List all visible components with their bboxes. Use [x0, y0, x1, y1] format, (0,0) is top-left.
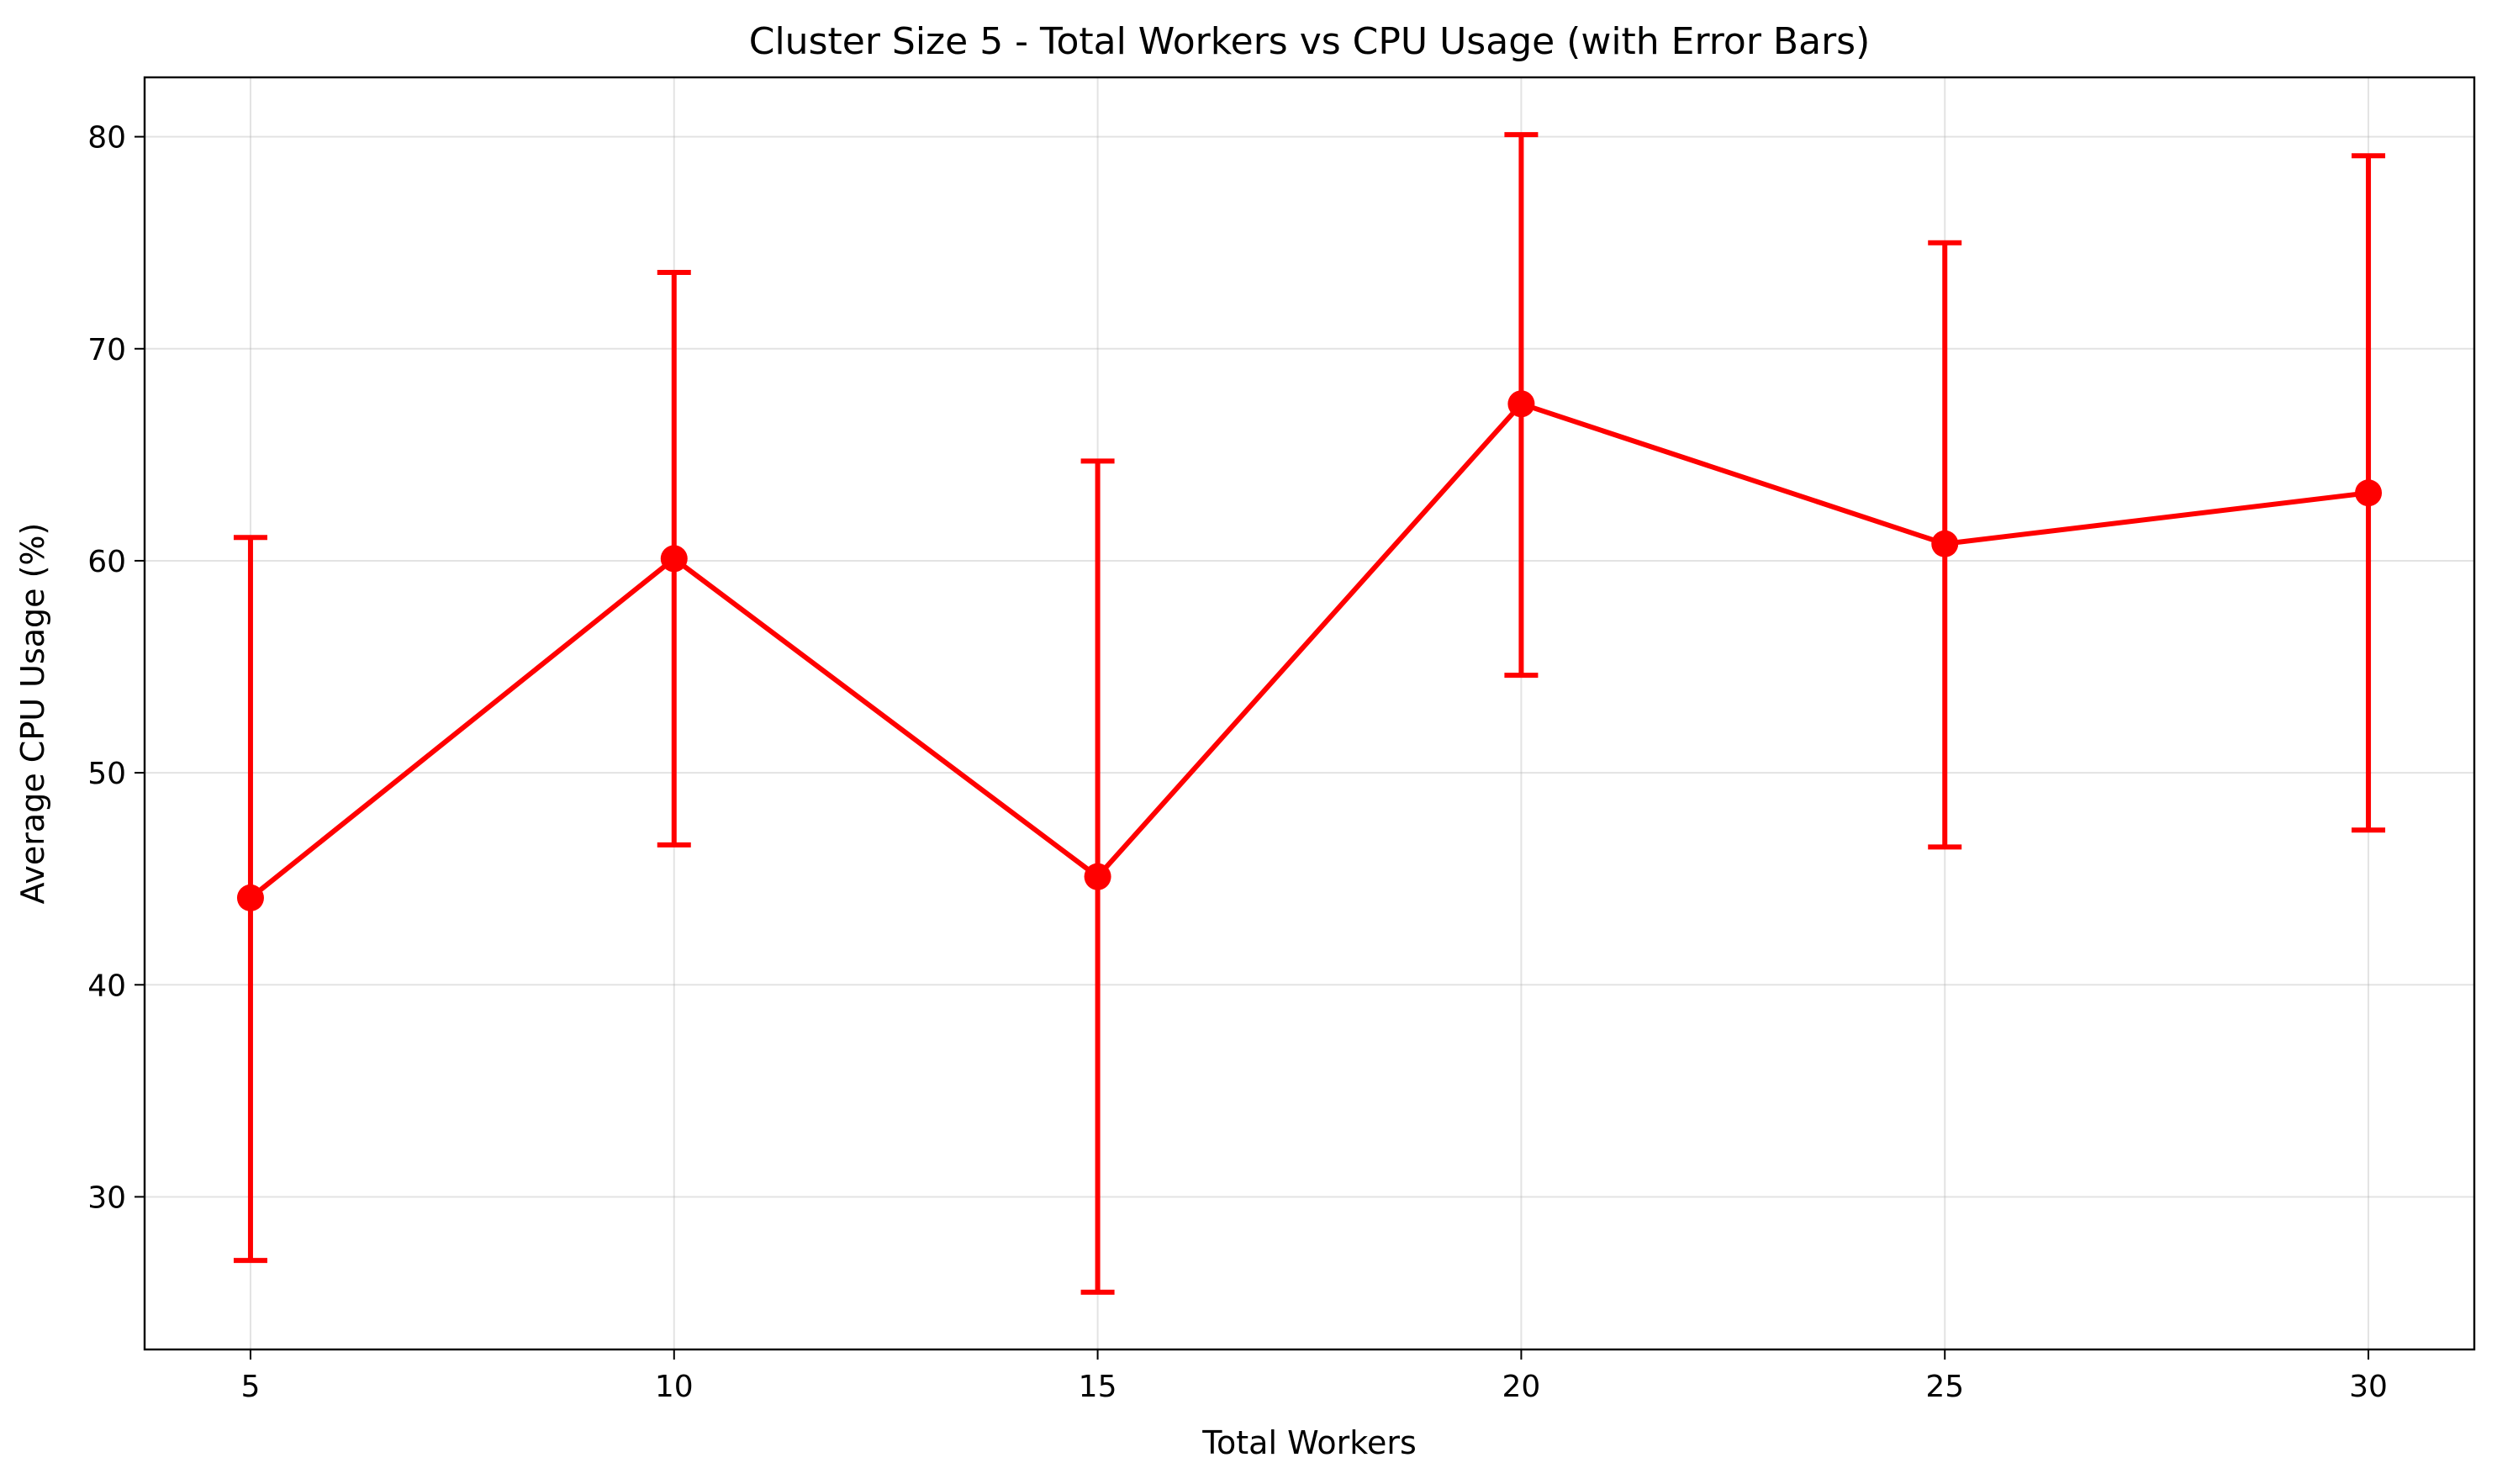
plot-frame — [143, 76, 2476, 1351]
x-tick-label: 5 — [241, 1370, 261, 1404]
y-tick-label: 30 — [87, 1180, 126, 1215]
x-tick-label: 15 — [1079, 1370, 1117, 1404]
y-axis-title: Average CPU Usage (%) — [14, 523, 51, 905]
x-tick-label: 25 — [1925, 1370, 1964, 1404]
y-tick-label: 40 — [87, 969, 126, 1003]
y-tick-label: 60 — [87, 545, 126, 579]
data-point — [660, 545, 688, 573]
data-point — [1084, 863, 1111, 890]
y-tick-label: 80 — [87, 121, 126, 156]
x-tick-label: 30 — [2349, 1370, 2388, 1404]
x-tick-label: 20 — [1502, 1370, 1541, 1404]
chart-title: Cluster Size 5 - Total Workers vs CPU Us… — [749, 20, 1871, 63]
x-tick-label: 10 — [655, 1370, 694, 1404]
series-line — [249, 401, 2369, 900]
x-axis-title: Total Workers — [1201, 1424, 1417, 1461]
grid-lines — [145, 77, 2474, 1349]
data-point — [236, 884, 264, 911]
axis-ticks: 5 10 15 20 25 30 30 40 50 60 70 80 — [87, 121, 2388, 1404]
y-tick-label: 70 — [87, 333, 126, 367]
data-marks — [233, 132, 2386, 1295]
data-point — [1931, 530, 1959, 557]
data-point — [2355, 479, 2383, 507]
y-tick-label: 50 — [87, 757, 126, 791]
data-point — [1507, 390, 1535, 418]
